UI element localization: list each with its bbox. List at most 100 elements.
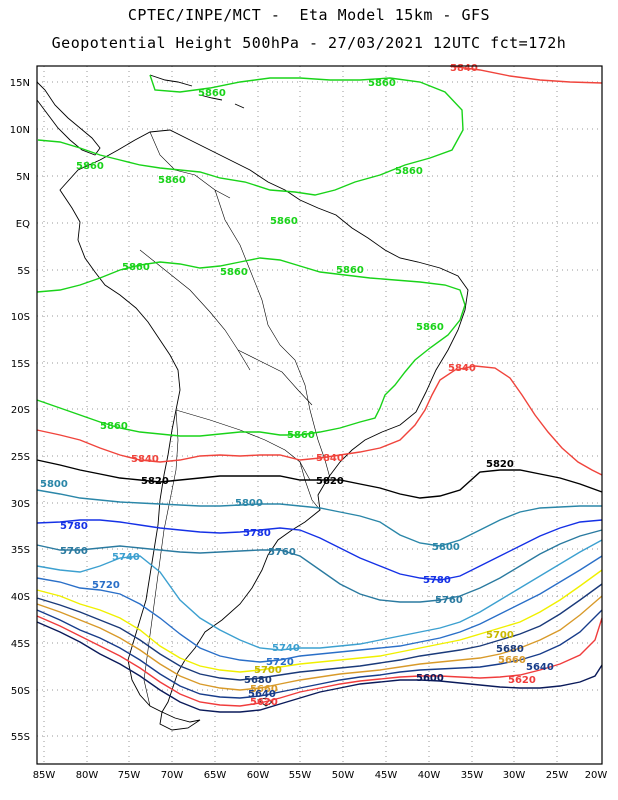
lon-label-70w: 70W: [161, 770, 184, 781]
map-subtitle: Geopotential Height 500hPa - 27/03/2021 …: [51, 34, 567, 52]
label-5620-a: 5620: [508, 675, 536, 686]
lon-label-20w: 20W: [585, 770, 608, 781]
lon-label-25w: 25W: [546, 770, 569, 781]
falklands: [256, 697, 273, 707]
label-5820-b: 5820: [141, 476, 169, 487]
label-5700-b: 5700: [254, 665, 282, 676]
label-5780-c: 5780: [423, 575, 451, 586]
contour-labels: 5860 5860 5860 5860 5860 5860 5860 5860 …: [40, 63, 554, 708]
lat-label-15n: 15N: [10, 78, 30, 89]
label-5700-a: 5700: [486, 630, 514, 641]
border-colombia-venezuela: [149, 131, 231, 199]
lat-label-eq: EQ: [16, 219, 30, 230]
label-5820-a: 5820: [486, 459, 514, 470]
lat-label-20s: 20S: [11, 405, 30, 416]
label-5720-b: 5720: [266, 657, 294, 668]
contour-5620: [36, 615, 603, 707]
lon-label-65w: 65W: [204, 770, 227, 781]
label-5860-f: 5860: [270, 216, 298, 227]
label-5600-a: 5600: [416, 673, 444, 684]
lon-label-80w: 80W: [76, 770, 99, 781]
map-frame: [36, 65, 603, 765]
label-5620-b: 5620: [250, 697, 278, 708]
border-argentina-north: [175, 409, 311, 481]
lat-label-30s: 30S: [11, 499, 30, 510]
latitude-labels: 15N 10N 5N EQ 5S 10S 15S 20S 25S 30S 35S…: [10, 78, 30, 743]
lon-label-45w: 45W: [375, 770, 398, 781]
label-5860-a: 5860: [198, 88, 226, 99]
contour-5700: [36, 569, 603, 673]
contour-5840: [36, 65, 603, 476]
contour-5680: [36, 583, 603, 681]
label-5680-a: 5680: [496, 644, 524, 655]
label-5840-a: 5840: [450, 63, 478, 74]
label-5720-a: 5720: [92, 580, 120, 591]
lat-label-45s: 45S: [11, 639, 30, 650]
contour-5780: [36, 519, 603, 581]
contour-5860-north: [37, 74, 464, 196]
lat-label-35s: 35S: [11, 545, 30, 556]
lon-label-35w: 35W: [461, 770, 484, 781]
border-brazil-west: [214, 189, 331, 479]
central-america-coast: [36, 81, 101, 156]
label-5860-b: 5860: [368, 78, 396, 89]
border-bolivia-paraguay: [237, 349, 313, 406]
label-5800-c: 5800: [432, 542, 460, 553]
label-5860-e: 5860: [395, 166, 423, 177]
contour-5660: [36, 595, 603, 691]
lat-label-5s: 5S: [17, 266, 30, 277]
lon-label-40w: 40W: [418, 770, 441, 781]
label-5860-j: 5860: [416, 322, 444, 333]
lon-label-55w: 55W: [289, 770, 312, 781]
caribbean-islands: [149, 74, 245, 109]
label-5840-d: 5840: [316, 453, 344, 464]
label-5860-i: 5860: [336, 265, 364, 276]
label-5760-b: 5760: [268, 547, 296, 558]
label-5760-c: 5760: [435, 595, 463, 606]
lat-label-40s: 40S: [11, 592, 30, 603]
contour-5640: [36, 609, 603, 699]
label-5800-b: 5800: [235, 498, 263, 509]
label-5660-a: 5660: [498, 655, 526, 666]
label-5800-a: 5800: [40, 479, 68, 490]
lat-label-55s: 55S: [11, 732, 30, 743]
label-5860-h: 5860: [220, 267, 248, 278]
label-5640-a: 5640: [526, 662, 554, 673]
border-uruguay: [299, 461, 321, 511]
coastlines: [36, 74, 469, 731]
contour-5740: [36, 539, 603, 651]
contour-5800: [36, 489, 602, 547]
lat-label-50s: 50S: [11, 686, 30, 697]
label-5820-c: 5820: [316, 476, 344, 487]
lon-label-60w: 60W: [247, 770, 270, 781]
lon-label-30w: 30W: [503, 770, 526, 781]
label-5860-k: 5860: [100, 421, 128, 432]
label-5860-c: 5860: [76, 161, 104, 172]
label-5660-b: 5660: [250, 684, 278, 695]
south-america-coast: [59, 129, 469, 713]
label-5640-b: 5640: [248, 689, 276, 700]
label-5780-a: 5780: [60, 521, 88, 532]
lat-label-10s: 10S: [11, 312, 30, 323]
label-5780-b: 5780: [243, 528, 271, 539]
contour-5720: [36, 555, 603, 663]
lon-label-85w: 85W: [33, 770, 56, 781]
label-5860-d: 5860: [158, 175, 186, 186]
map-title: CPTEC/INPE/MCT - Eta Model 15km - GFS: [127, 6, 491, 24]
contour-5860-mid: [36, 257, 466, 437]
lat-label-15s: 15S: [11, 359, 30, 370]
label-5740-b: 5740: [272, 643, 300, 654]
label-5860-g: 5860: [122, 262, 150, 273]
lat-label-25s: 25S: [11, 452, 30, 463]
label-5740-a: 5740: [112, 552, 140, 563]
lat-label-10n: 10N: [10, 125, 30, 136]
label-5860-l: 5860: [287, 430, 315, 441]
longitude-labels: 85W 80W 75W 70W 65W 60W 55W 50W 45W 40W …: [33, 770, 608, 781]
label-5760-a: 5760: [60, 546, 88, 557]
contour-5820: [36, 459, 603, 499]
contour-5600: [36, 621, 603, 713]
label-5840-b: 5840: [448, 363, 476, 374]
lon-label-50w: 50W: [332, 770, 355, 781]
label-5680-b: 5680: [244, 675, 272, 686]
